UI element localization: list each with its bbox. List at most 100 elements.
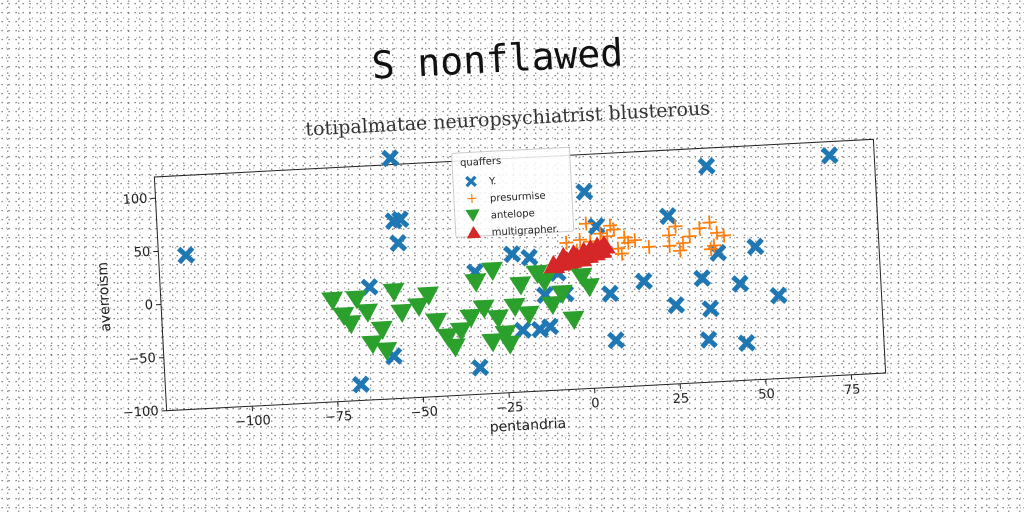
data-point xyxy=(459,308,482,328)
data-point xyxy=(381,149,400,168)
data-point xyxy=(575,182,594,201)
y-tick-label: −50 xyxy=(128,351,156,367)
data-point xyxy=(667,296,686,315)
data-point xyxy=(321,291,344,311)
data-point xyxy=(541,295,564,316)
data-point xyxy=(356,303,379,323)
data-point xyxy=(465,209,480,222)
data-point xyxy=(480,261,503,282)
data-point xyxy=(498,335,521,355)
data-point xyxy=(466,225,482,239)
data-point xyxy=(699,330,718,349)
data-point xyxy=(570,248,593,268)
data-point xyxy=(668,219,683,234)
data-point xyxy=(436,328,459,348)
y-tick-label: 0 xyxy=(144,298,153,313)
data-point xyxy=(361,335,384,355)
data-point xyxy=(701,299,720,318)
data-point xyxy=(494,324,517,345)
y-tick-label: 100 xyxy=(122,192,148,208)
data-point xyxy=(471,358,490,377)
data-point xyxy=(517,305,540,325)
data-point xyxy=(513,321,532,340)
legend-marker xyxy=(467,193,477,203)
data-point xyxy=(578,216,594,231)
data-point xyxy=(407,297,430,317)
data-point xyxy=(382,282,405,303)
data-point xyxy=(603,218,618,233)
data-point xyxy=(593,235,616,255)
data-point xyxy=(486,309,509,329)
legend: quaffers Y. presurmise antelope multigrapher… xyxy=(451,146,575,239)
y-axis-label: averroism xyxy=(95,261,115,332)
data-point xyxy=(425,312,448,332)
data-point xyxy=(634,272,653,291)
data-point xyxy=(820,146,839,165)
data-point xyxy=(737,333,756,353)
data-point xyxy=(692,221,707,236)
data-point xyxy=(682,229,697,244)
data-point xyxy=(693,269,712,288)
legend-title: quaffers xyxy=(460,156,502,169)
x-axis-label: pentandria xyxy=(489,416,566,436)
data-point xyxy=(697,157,716,176)
data-point xyxy=(541,317,560,336)
data-point xyxy=(176,246,195,265)
data-point xyxy=(617,230,632,245)
data-point xyxy=(370,320,393,341)
data-point xyxy=(572,232,587,247)
data-point xyxy=(464,273,487,293)
x-tick-label: −50 xyxy=(410,404,438,420)
data-point xyxy=(601,284,620,303)
data-point xyxy=(481,333,504,353)
data-point xyxy=(351,375,370,394)
data-point xyxy=(703,241,718,257)
data-point xyxy=(472,299,495,319)
data-point xyxy=(339,314,362,335)
data-point xyxy=(587,217,606,236)
chart-title: S nonflawed xyxy=(371,30,625,87)
data-point xyxy=(769,286,788,305)
data-point xyxy=(746,237,765,256)
legend-label: Y. xyxy=(488,176,497,187)
data-point xyxy=(708,243,728,262)
x-tick-label: 50 xyxy=(758,387,775,403)
chart-subtitle: totipalmatae neuropsychiatrist blusterou… xyxy=(305,97,711,140)
data-point xyxy=(532,272,555,293)
data-point xyxy=(345,290,368,310)
series-antelope xyxy=(321,261,600,362)
data-point xyxy=(627,233,642,248)
x-tick-label: −75 xyxy=(325,409,353,425)
data-point xyxy=(707,238,722,253)
legend-box xyxy=(451,146,575,238)
legend-marker xyxy=(465,175,477,188)
data-point xyxy=(390,303,413,324)
data-point xyxy=(673,243,688,258)
y-tick-label: −100 xyxy=(123,404,159,421)
data-point xyxy=(662,238,677,253)
data-point xyxy=(614,246,629,261)
data-point xyxy=(389,234,408,253)
data-point xyxy=(550,284,573,304)
data-point xyxy=(641,239,657,254)
data-point xyxy=(391,210,410,229)
data-point xyxy=(716,228,731,243)
y-tick-label: 50 xyxy=(133,245,150,261)
data-point xyxy=(607,331,626,350)
data-point xyxy=(577,277,600,298)
data-point xyxy=(520,248,539,267)
series-multigrapher- xyxy=(543,235,616,275)
data-point xyxy=(449,321,472,342)
legend-label: antelope xyxy=(491,208,535,221)
data-point xyxy=(416,286,439,306)
plot-area: −100 −75 −50 −25 0 25 50 75 100 50 0 −50 −100 pentand… xyxy=(95,138,887,436)
data-point xyxy=(658,207,678,226)
data-point xyxy=(465,175,477,188)
data-point xyxy=(467,193,477,203)
x-tick-label: −100 xyxy=(235,413,271,430)
data-point xyxy=(593,226,608,241)
data-point xyxy=(375,341,398,362)
data-point xyxy=(562,310,585,330)
data-point xyxy=(709,225,724,240)
